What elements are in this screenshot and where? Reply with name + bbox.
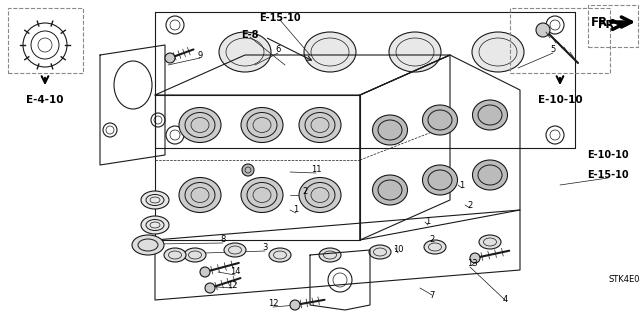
Ellipse shape: [422, 105, 458, 135]
Text: STK4E0400: STK4E0400: [609, 276, 640, 285]
Text: 10: 10: [393, 246, 403, 255]
Text: E-10-10: E-10-10: [538, 95, 582, 105]
Ellipse shape: [472, 100, 508, 130]
Text: 2: 2: [429, 235, 435, 244]
Text: 8: 8: [220, 235, 226, 244]
Ellipse shape: [141, 191, 169, 209]
Ellipse shape: [141, 216, 169, 234]
Text: 13: 13: [467, 258, 477, 268]
Ellipse shape: [241, 177, 283, 212]
Circle shape: [536, 23, 550, 37]
Text: 14: 14: [230, 268, 240, 277]
Text: 12: 12: [268, 300, 278, 308]
Ellipse shape: [179, 108, 221, 143]
Circle shape: [200, 267, 210, 277]
Ellipse shape: [319, 248, 341, 262]
Ellipse shape: [241, 108, 283, 143]
Ellipse shape: [164, 248, 186, 262]
Ellipse shape: [224, 243, 246, 257]
Text: E-4-10: E-4-10: [26, 95, 64, 105]
Ellipse shape: [179, 177, 221, 212]
Text: 4: 4: [502, 295, 508, 305]
Ellipse shape: [472, 32, 524, 72]
Circle shape: [205, 283, 215, 293]
Ellipse shape: [132, 235, 164, 255]
Ellipse shape: [219, 32, 271, 72]
Ellipse shape: [372, 115, 408, 145]
Bar: [510, 8, 610, 73]
Ellipse shape: [369, 245, 391, 259]
Text: 6: 6: [275, 46, 281, 55]
Text: 7: 7: [429, 291, 435, 300]
Text: 3: 3: [262, 243, 268, 253]
Circle shape: [290, 300, 300, 310]
Text: 11: 11: [311, 166, 321, 174]
Text: E-15-10: E-15-10: [259, 13, 301, 23]
Ellipse shape: [424, 240, 446, 254]
Ellipse shape: [299, 108, 341, 143]
Ellipse shape: [299, 177, 341, 212]
Ellipse shape: [479, 235, 501, 249]
Bar: [588, 5, 638, 47]
Text: 1: 1: [426, 218, 431, 226]
Text: 5: 5: [550, 46, 556, 55]
Ellipse shape: [184, 248, 206, 262]
Ellipse shape: [389, 32, 441, 72]
Text: E-10-10: E-10-10: [587, 150, 629, 160]
Text: 2: 2: [302, 188, 308, 197]
Text: 9: 9: [197, 50, 203, 60]
Bar: [8, 8, 83, 73]
Ellipse shape: [472, 160, 508, 190]
Ellipse shape: [422, 165, 458, 195]
Circle shape: [242, 164, 254, 176]
Circle shape: [470, 253, 480, 263]
Text: 1: 1: [293, 205, 299, 214]
Ellipse shape: [372, 175, 408, 205]
Text: 2: 2: [467, 201, 472, 210]
Text: E-8: E-8: [241, 30, 259, 40]
Text: 1: 1: [460, 181, 465, 189]
Ellipse shape: [269, 248, 291, 262]
Ellipse shape: [304, 32, 356, 72]
Text: FR.: FR.: [598, 20, 624, 30]
Text: E-15-10: E-15-10: [587, 170, 629, 180]
Text: 12: 12: [227, 280, 237, 290]
Text: FR.: FR.: [591, 16, 613, 28]
Circle shape: [165, 53, 175, 63]
